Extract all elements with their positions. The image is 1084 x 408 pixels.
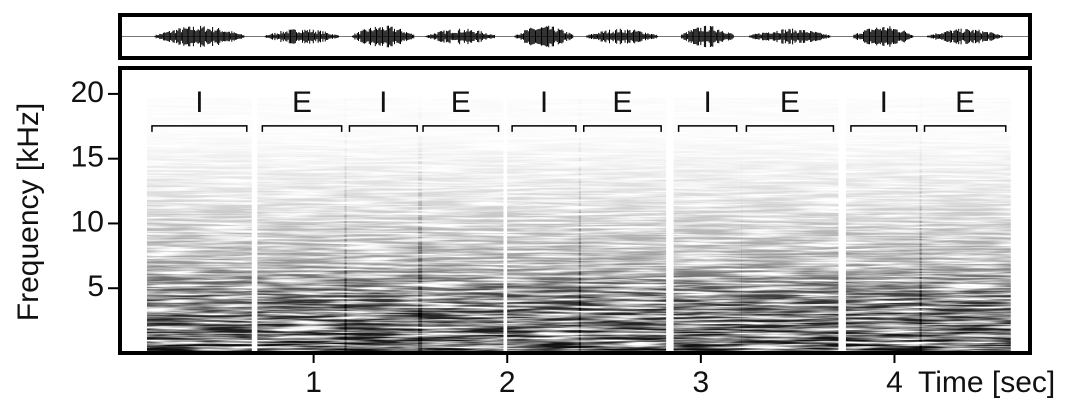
segment-label: I xyxy=(880,86,888,119)
plot-frame xyxy=(118,66,1032,355)
segment-bracket xyxy=(422,125,500,132)
spectral-energy xyxy=(146,98,252,351)
waveform xyxy=(514,25,574,48)
waveform xyxy=(586,28,658,45)
y-tick-label: 15 xyxy=(71,141,104,174)
waveform xyxy=(154,25,245,48)
waveform xyxy=(264,29,339,44)
spectral-energy xyxy=(919,98,1011,351)
spectrogram xyxy=(146,98,1011,351)
segment-label: I xyxy=(540,86,548,119)
y-axis-label: Frequency [kHz] xyxy=(12,103,45,321)
segment-bracket xyxy=(850,125,918,132)
waveform xyxy=(681,25,734,48)
spectral-energy xyxy=(507,98,581,351)
segment-bracket xyxy=(677,125,738,132)
segment-label: E xyxy=(451,86,471,119)
x-axis-label: Time [sec] xyxy=(918,366,1055,399)
spectral-energy xyxy=(344,98,423,351)
segment-label: I xyxy=(379,86,387,119)
segment-bracket xyxy=(151,125,248,132)
segment-bracket xyxy=(261,125,343,132)
segment-label: E xyxy=(780,86,800,119)
x-tick-label: 2 xyxy=(499,366,516,399)
spectral-energy xyxy=(845,98,922,351)
segment-bracket xyxy=(923,125,1007,132)
waveform-frame xyxy=(118,13,1032,60)
segment-label: I xyxy=(195,86,203,119)
y-tick-label: 20 xyxy=(71,76,104,109)
waveform xyxy=(853,26,914,47)
x-tick-label: 3 xyxy=(693,366,710,399)
waveform xyxy=(352,25,415,48)
x-tick-label: 4 xyxy=(886,366,903,399)
segment-label: I xyxy=(703,86,711,119)
y-tick-label: 5 xyxy=(87,270,104,303)
waveform xyxy=(748,28,831,45)
segment-label: E xyxy=(955,86,975,119)
spectral-energy xyxy=(418,98,504,351)
spectral-energy xyxy=(741,98,839,351)
y-tick-label: 10 xyxy=(71,205,104,238)
waveform xyxy=(425,28,495,45)
x-tick-label: 1 xyxy=(305,366,322,399)
spectral-energy xyxy=(257,98,347,351)
segment-bracket xyxy=(511,125,577,132)
segment-label: E xyxy=(612,86,632,119)
segment-bracket xyxy=(582,125,662,132)
segment-bracket xyxy=(348,125,418,132)
segment-bracket xyxy=(745,125,835,132)
spectral-energy xyxy=(673,98,742,351)
segment-label: E xyxy=(292,86,312,119)
spectral-energy xyxy=(578,98,667,351)
waveform xyxy=(927,28,1003,45)
